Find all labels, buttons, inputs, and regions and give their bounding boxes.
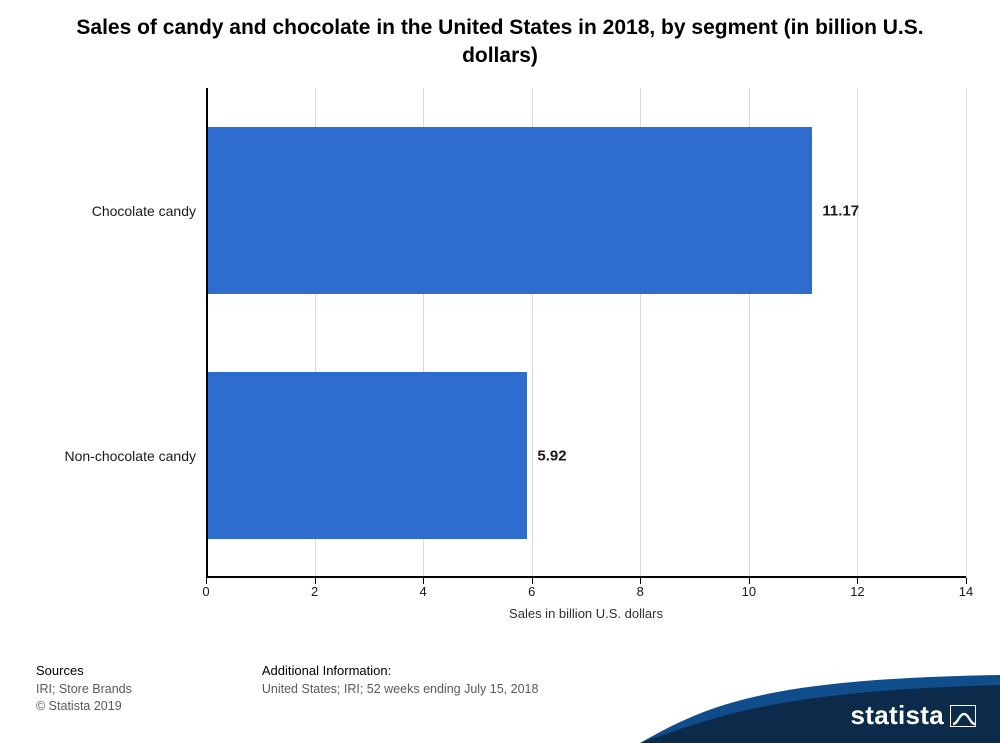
sources-block: Sources IRI; Store Brands © Statista 201… (36, 662, 132, 715)
bar-value-label: 5.92 (537, 447, 566, 464)
y-category-label: Chocolate candy (36, 203, 196, 219)
additional-info-line: United States; IRI; 52 weeks ending July… (262, 681, 539, 698)
x-tick-label: 14 (946, 584, 986, 599)
chart-title: Sales of candy and chocolate in the Unit… (0, 0, 1000, 79)
y-category-label: Non-chocolate candy (36, 448, 196, 464)
sources-heading: Sources (36, 662, 132, 680)
x-axis-line (206, 576, 966, 578)
bar-value-label: 11.17 (822, 202, 859, 219)
x-tick-label: 12 (837, 584, 877, 599)
additional-info-heading: Additional Information: (262, 662, 539, 680)
chart-area: 11.175.92 Sales in billion U.S. dollars … (36, 88, 976, 618)
x-tick-label: 4 (403, 584, 443, 599)
statista-logo-text: statista (851, 700, 944, 731)
statista-logo-mark (950, 705, 976, 727)
statista-logo: statista (851, 700, 976, 731)
bar (208, 127, 812, 294)
plot-region: 11.17 5.92 (206, 88, 966, 578)
chart-footer: Sources IRI; Store Brands © Statista 201… (36, 662, 686, 715)
sources-copyright: © Statista 2019 (36, 698, 132, 715)
x-tick-label: 10 (729, 584, 769, 599)
bar (208, 372, 527, 539)
gridline (857, 88, 858, 578)
x-tick-label: 8 (620, 584, 660, 599)
x-tick-label: 0 (186, 584, 226, 599)
x-axis-title: Sales in billion U.S. dollars (206, 606, 966, 621)
x-tick-label: 2 (295, 584, 335, 599)
x-tick-label: 6 (512, 584, 552, 599)
gridline (966, 88, 967, 578)
additional-info-block: Additional Information: United States; I… (262, 662, 539, 715)
sources-line: IRI; Store Brands (36, 681, 132, 698)
